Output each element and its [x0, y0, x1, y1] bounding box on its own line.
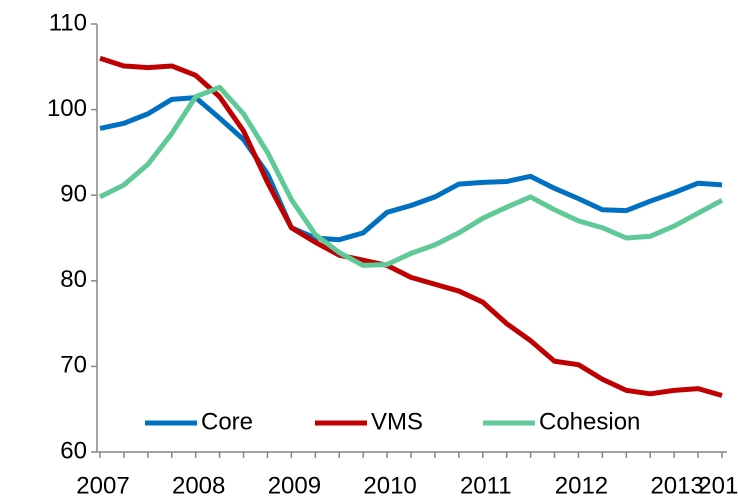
x-tick-label: 2012: [555, 472, 608, 499]
line-series: [98, 84, 724, 268]
x-tick-label: 2008: [172, 472, 225, 499]
line-series: [99, 95, 723, 243]
legend-label: VMS: [371, 408, 423, 435]
y-tick-label: 80: [60, 266, 87, 293]
x-tick-label: 2014: [698, 472, 738, 499]
x-tick-label: 2009: [268, 472, 321, 499]
x-tick-label: 2011: [460, 472, 512, 499]
x-tick-label: 2013: [650, 472, 703, 499]
legend-label: Core: [201, 408, 253, 435]
y-tick-label: 90: [60, 181, 87, 208]
y-tick-label: 110: [49, 9, 87, 36]
y-tick-label: 100: [47, 95, 87, 122]
x-tick-label: 2007: [76, 472, 129, 499]
y-tick-label: 60: [60, 437, 87, 464]
y-tick-label: 70: [60, 352, 87, 379]
legend-label: Cohesion: [539, 408, 640, 435]
x-tick-label: 2010: [363, 472, 416, 499]
line-series: [99, 55, 723, 398]
